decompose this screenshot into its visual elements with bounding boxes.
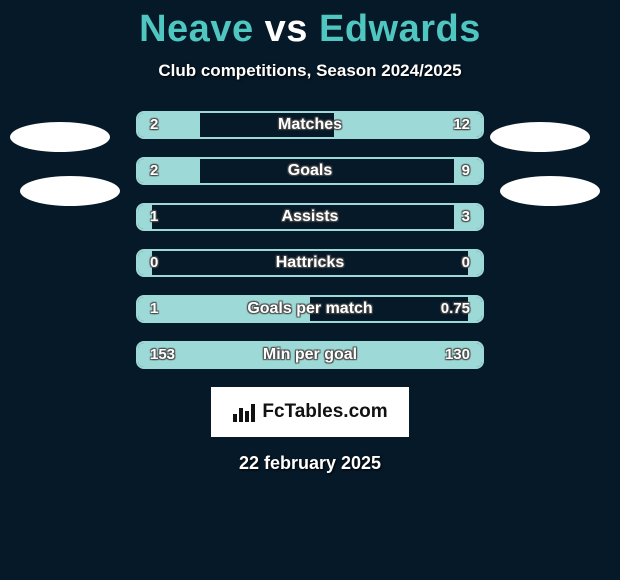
vs-text: vs	[265, 8, 308, 50]
logo-box: FcTables.com	[211, 387, 409, 437]
comparison-title: Neave vs Edwards	[0, 0, 620, 51]
date: 22 february 2025	[0, 453, 620, 474]
stat-value-right: 12	[453, 113, 470, 137]
player1-name: Neave	[139, 8, 253, 50]
bars-icon	[232, 402, 256, 422]
player2-name: Edwards	[319, 8, 481, 50]
stat-row: 0Hattricks0	[136, 249, 484, 277]
stat-row: 2Matches12	[136, 111, 484, 139]
stat-label: Goals	[138, 159, 482, 183]
stat-value-right: 130	[445, 343, 470, 367]
stat-label: Hattricks	[138, 251, 482, 275]
decorative-oval	[20, 176, 120, 206]
stat-value-right: 0	[462, 251, 470, 275]
stat-label: Matches	[138, 113, 482, 137]
stat-label: Min per goal	[138, 343, 482, 367]
stat-row: 1Goals per match0.75	[136, 295, 484, 323]
stat-value-right: 3	[462, 205, 470, 229]
decorative-oval	[490, 122, 590, 152]
stat-label: Goals per match	[138, 297, 482, 321]
logo: FcTables.com	[232, 401, 387, 423]
stat-value-right: 0.75	[441, 297, 470, 321]
logo-text: FcTables.com	[262, 401, 387, 423]
stat-row: 2Goals9	[136, 157, 484, 185]
stat-row: 1Assists3	[136, 203, 484, 231]
decorative-oval	[10, 122, 110, 152]
stat-value-right: 9	[462, 159, 470, 183]
stat-rows: 2Matches12 2Goals9 1Assists3 0Hattricks0 1Go…	[136, 111, 484, 369]
stat-row: 153Min per goal130	[136, 341, 484, 369]
subtitle: Club competitions, Season 2024/2025	[0, 61, 620, 81]
stat-label: Assists	[138, 205, 482, 229]
decorative-oval	[500, 176, 600, 206]
